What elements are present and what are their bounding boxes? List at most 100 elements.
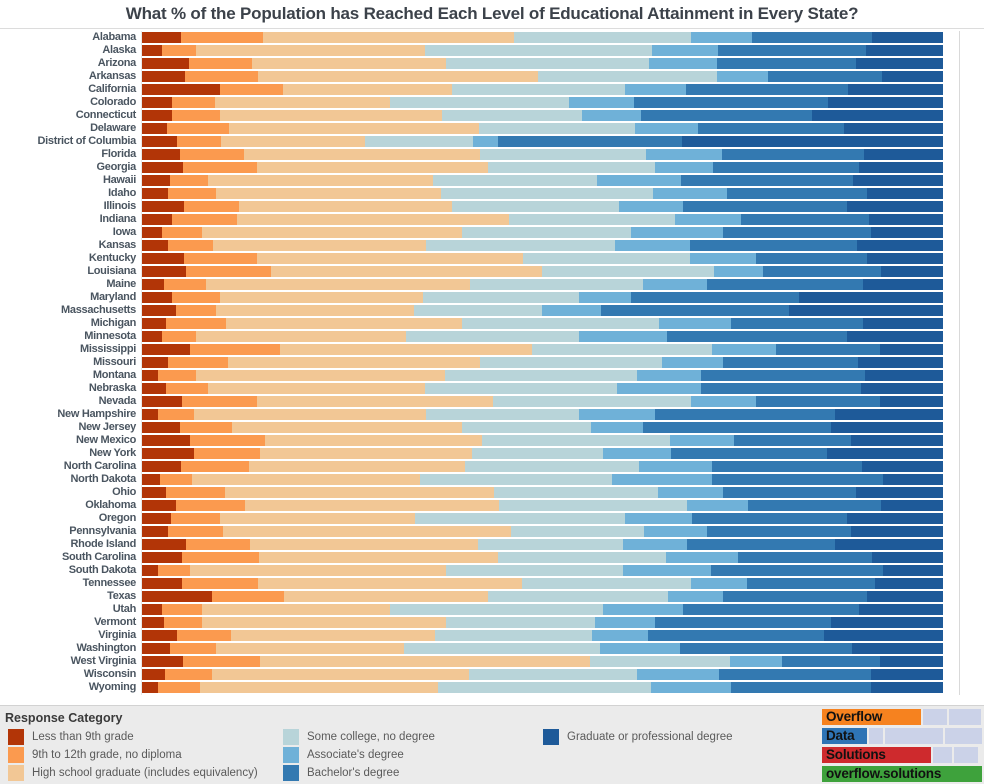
bar-segment[interactable] — [390, 604, 603, 615]
bar-segment[interactable] — [781, 656, 880, 667]
bar-segment[interactable] — [522, 578, 691, 589]
bar-segment[interactable] — [612, 474, 713, 485]
bar-segment[interactable] — [847, 84, 943, 95]
bar-segment[interactable] — [208, 175, 433, 186]
bar-segment[interactable] — [701, 383, 862, 394]
bar-segment[interactable] — [142, 266, 187, 277]
bar-segment[interactable] — [462, 422, 591, 433]
bar-segment[interactable] — [488, 591, 669, 602]
bar-segment[interactable] — [194, 448, 260, 459]
bar-segment[interactable] — [578, 331, 667, 342]
bar-segment[interactable] — [706, 526, 851, 537]
bar-segment[interactable] — [642, 279, 707, 290]
bar-segment[interactable] — [186, 266, 271, 277]
bar-segment[interactable] — [834, 409, 943, 420]
bar-segment[interactable] — [824, 630, 943, 641]
bar-segment[interactable] — [865, 370, 943, 381]
bar-segment[interactable] — [172, 110, 220, 121]
bar-segment[interactable] — [689, 253, 756, 264]
bar-segment[interactable] — [542, 266, 714, 277]
bar-segment[interactable] — [590, 422, 643, 433]
bar-segment[interactable] — [596, 175, 682, 186]
bar-segment[interactable] — [435, 630, 593, 641]
bar-segment[interactable] — [403, 643, 601, 654]
bar-segment[interactable] — [618, 201, 683, 212]
bar-segment[interactable] — [195, 331, 407, 342]
bar-segment[interactable] — [446, 565, 623, 576]
bar-segment[interactable] — [244, 500, 500, 511]
bar-segment[interactable] — [142, 578, 183, 589]
bar-segment[interactable] — [142, 630, 178, 641]
bar-segment[interactable] — [712, 474, 883, 485]
bar-segment[interactable] — [863, 149, 943, 160]
bar-segment[interactable] — [172, 214, 237, 225]
bar-segment[interactable] — [789, 305, 943, 316]
bar-segment[interactable] — [717, 58, 857, 69]
bar-segment[interactable] — [581, 110, 641, 121]
bar-segment[interactable] — [850, 526, 943, 537]
bar-segment[interactable] — [630, 227, 723, 238]
bar-segment[interactable] — [142, 240, 168, 251]
bar-segment[interactable] — [691, 32, 753, 43]
bar-segment[interactable] — [602, 604, 683, 615]
bar-segment[interactable] — [180, 149, 244, 160]
bar-segment[interactable] — [170, 175, 209, 186]
bar-segment[interactable] — [259, 656, 590, 667]
bar-segment[interactable] — [441, 110, 582, 121]
bar-segment[interactable] — [669, 435, 734, 446]
bar-segment[interactable] — [652, 45, 718, 56]
bar-segment[interactable] — [142, 487, 167, 498]
bar-segment[interactable] — [172, 292, 220, 303]
bar-segment[interactable] — [636, 370, 702, 381]
bar-segment[interactable] — [182, 578, 259, 589]
bar-segment[interactable] — [615, 240, 690, 251]
bar-segment[interactable] — [616, 383, 702, 394]
bar-segment[interactable] — [162, 227, 203, 238]
bar-segment[interactable] — [657, 487, 724, 498]
bar-segment[interactable] — [142, 110, 173, 121]
bar-segment[interactable] — [578, 409, 655, 420]
bar-segment[interactable] — [415, 513, 625, 524]
bar-segment[interactable] — [666, 331, 847, 342]
bar-segment[interactable] — [717, 45, 867, 56]
bar-segment[interactable] — [231, 422, 463, 433]
bar-segment[interactable] — [532, 344, 713, 355]
bar-segment[interactable] — [142, 474, 160, 485]
bar-segment[interactable] — [649, 58, 718, 69]
bar-segment[interactable] — [755, 253, 867, 264]
bar-segment[interactable] — [746, 578, 875, 589]
bar-segment[interactable] — [866, 591, 943, 602]
bar-segment[interactable] — [142, 526, 168, 537]
bar-segment[interactable] — [189, 58, 252, 69]
bar-segment[interactable] — [722, 227, 871, 238]
bar-segment[interactable] — [592, 630, 649, 641]
bar-segment[interactable] — [712, 461, 863, 472]
bar-segment[interactable] — [196, 45, 425, 56]
bar-segment[interactable] — [776, 344, 881, 355]
bar-segment[interactable] — [183, 201, 239, 212]
bar-segment[interactable] — [846, 201, 943, 212]
bar-segment[interactable] — [142, 97, 173, 108]
bar-segment[interactable] — [879, 656, 943, 667]
bar-segment[interactable] — [741, 214, 870, 225]
bar-segment[interactable] — [499, 500, 688, 511]
bar-segment[interactable] — [721, 149, 864, 160]
bar-segment[interactable] — [687, 500, 749, 511]
bar-segment[interactable] — [508, 214, 675, 225]
bar-segment[interactable] — [248, 461, 465, 472]
bar-segment[interactable] — [492, 396, 691, 407]
bar-segment[interactable] — [180, 422, 232, 433]
bar-segment[interactable] — [142, 175, 171, 186]
bar-segment[interactable] — [142, 435, 191, 446]
bar-segment[interactable] — [862, 279, 943, 290]
bar-segment[interactable] — [853, 175, 943, 186]
bar-segment[interactable] — [142, 409, 159, 420]
bar-segment[interactable] — [238, 201, 452, 212]
bar-segment[interactable] — [811, 110, 943, 121]
bar-segment[interactable] — [182, 656, 260, 667]
bar-segment[interactable] — [257, 162, 489, 173]
bar-segment[interactable] — [680, 643, 853, 654]
bar-segment[interactable] — [142, 344, 191, 355]
bar-segment[interactable] — [636, 669, 719, 680]
bar-segment[interactable] — [190, 344, 280, 355]
